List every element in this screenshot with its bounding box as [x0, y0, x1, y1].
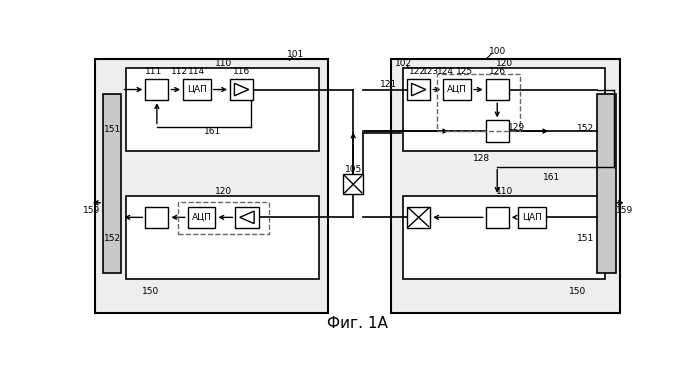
Bar: [437, 74, 520, 131]
Bar: [403, 68, 605, 151]
Polygon shape: [412, 83, 426, 96]
Bar: [486, 120, 509, 142]
Bar: [145, 206, 168, 228]
Text: 152: 152: [103, 234, 121, 243]
Text: 126: 126: [489, 67, 506, 76]
Bar: [343, 174, 363, 194]
Text: 125: 125: [456, 67, 473, 76]
Text: ЦАП: ЦАП: [522, 213, 542, 222]
Bar: [145, 79, 168, 100]
Bar: [103, 94, 122, 273]
Text: 112: 112: [171, 67, 189, 76]
Bar: [443, 79, 471, 100]
Bar: [407, 79, 430, 100]
Text: 152: 152: [577, 123, 594, 132]
Text: 111: 111: [145, 67, 162, 76]
Text: ЦАП: ЦАП: [187, 85, 207, 94]
Text: 121: 121: [380, 80, 397, 89]
Text: 129: 129: [508, 123, 525, 132]
Text: 110: 110: [496, 187, 514, 196]
Text: 161: 161: [203, 127, 221, 136]
Text: 116: 116: [233, 67, 250, 76]
Bar: [391, 59, 621, 313]
Text: 105: 105: [345, 165, 363, 174]
Text: 159: 159: [82, 206, 100, 215]
Text: 151: 151: [103, 125, 121, 134]
Text: 114: 114: [188, 67, 206, 76]
Polygon shape: [234, 83, 249, 96]
Bar: [230, 79, 253, 100]
Bar: [407, 206, 430, 228]
Text: 101: 101: [287, 50, 304, 59]
Text: 102: 102: [395, 59, 412, 68]
Text: 100: 100: [489, 46, 506, 56]
Text: 150: 150: [568, 287, 586, 296]
Bar: [236, 206, 259, 228]
Bar: [95, 59, 328, 313]
Text: 159: 159: [616, 206, 633, 215]
Bar: [598, 94, 616, 273]
Text: 123: 123: [421, 67, 439, 76]
Text: 150: 150: [141, 287, 159, 296]
Bar: [188, 206, 215, 228]
Text: 120: 120: [215, 187, 233, 196]
Bar: [126, 68, 319, 151]
Polygon shape: [240, 211, 254, 224]
Bar: [126, 196, 319, 279]
Text: 161: 161: [542, 173, 560, 182]
Bar: [518, 206, 546, 228]
Text: АЦП: АЦП: [192, 213, 212, 222]
Text: 120: 120: [496, 59, 514, 68]
Text: 128: 128: [473, 154, 491, 163]
Bar: [403, 196, 605, 279]
Text: Фиг. 1А: Фиг. 1А: [327, 316, 388, 331]
Bar: [486, 206, 509, 228]
Bar: [178, 202, 268, 234]
Text: 122: 122: [409, 67, 426, 76]
Text: 124: 124: [437, 67, 454, 76]
Bar: [183, 79, 211, 100]
Text: 151: 151: [577, 234, 594, 243]
Bar: [486, 79, 509, 100]
Text: 110: 110: [215, 59, 233, 68]
Text: АЦП: АЦП: [447, 85, 467, 94]
